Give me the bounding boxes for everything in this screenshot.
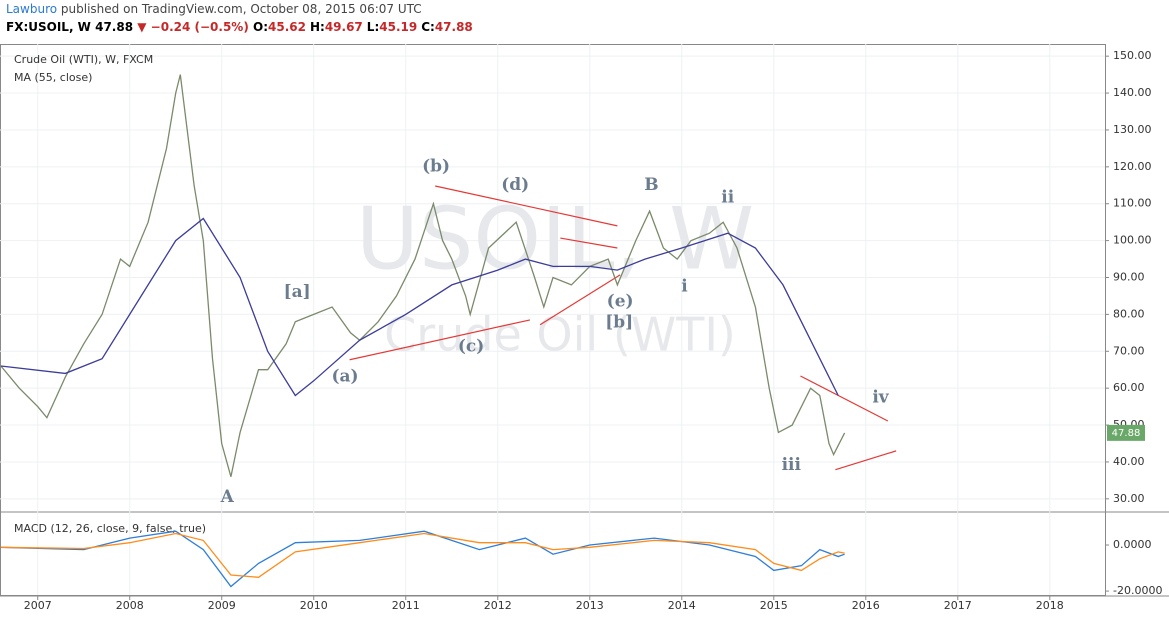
x-tick-label: 2013 (576, 599, 604, 612)
published: published on TradingView.com, October 08… (60, 2, 422, 16)
wave-label: (c) (458, 336, 484, 356)
panel-title: MACD (12, 26, close, 9, false, true) (14, 522, 206, 535)
x-tick-label: 2016 (852, 599, 880, 612)
wave-label: i (681, 277, 688, 297)
wave-label: (b) (422, 156, 450, 176)
last-price-label: 47.88 (1112, 428, 1141, 439)
y-tick-label: 60.00 (1113, 381, 1145, 394)
x-tick-label: 2009 (208, 599, 236, 612)
watermark: USOIL, W (356, 189, 754, 289)
x-tick-label: 2008 (116, 599, 144, 612)
wave-label: [a] (284, 282, 311, 302)
y-tick-label: 110.00 (1113, 197, 1152, 210)
ohlc: O:45.62 H:49.67 L:45.19 C:47.88 (253, 20, 477, 34)
y-tick-label: -20.0000 (1113, 584, 1162, 597)
ohlc-value: 45.62 (268, 20, 306, 34)
y-tick-label: 30.00 (1113, 492, 1145, 505)
trendline (349, 319, 531, 361)
trendline (560, 237, 618, 249)
quote-line: FX:USOIL, W 47.88 ▼ −0.24 (−0.5%) O:45.6… (6, 20, 477, 34)
trendline (800, 375, 889, 422)
trendline (539, 274, 621, 326)
x-tick-label: 2014 (668, 599, 696, 612)
wave-label: (e) (607, 291, 634, 311)
wave-label: [b] (605, 312, 633, 332)
ohlc-value: 49.67 (324, 20, 363, 34)
wave-label: (d) (501, 175, 529, 195)
series-line (0, 530, 845, 588)
x-tick-label: 2017 (944, 599, 972, 612)
y-tick-label: 0.0000 (1113, 538, 1152, 551)
trendline (435, 185, 618, 227)
trendline (835, 450, 897, 471)
series-line (0, 217, 839, 397)
y-tick-label: 70.00 (1113, 344, 1145, 357)
y-tick-label: 130.00 (1113, 123, 1152, 136)
series-line (0, 532, 845, 578)
ohlc-label: L: (366, 20, 380, 34)
y-tick-label: 140.00 (1113, 86, 1152, 99)
legend-entry: MA (55, close) (14, 71, 92, 84)
x-tick-label: 2012 (484, 599, 512, 612)
wave-label: B (644, 175, 658, 195)
header-line: Lawburo published on TradingView.com, Oc… (6, 2, 422, 16)
wave-label: iii (782, 455, 802, 475)
author[interactable]: Lawburo (6, 2, 58, 16)
last: 47.88 (95, 20, 134, 34)
y-tick-label: 80.00 (1113, 307, 1145, 320)
x-tick-label: 2018 (1036, 599, 1064, 612)
x-tick-label: 2007 (24, 599, 52, 612)
x-tick-label: 2015 (760, 599, 788, 612)
wave-label: (a) (331, 367, 358, 387)
watermark-sub: Crude Oil (WTI) (384, 308, 736, 362)
ohlc-label: C: (421, 20, 435, 34)
ohlc-label: H: (309, 20, 325, 34)
y-tick-label: 100.00 (1113, 234, 1152, 247)
panel-title: Crude Oil (WTI), W, FXCM (14, 53, 153, 66)
ohlc-value: 47.88 (434, 20, 473, 34)
last-price-box (1107, 424, 1145, 441)
wave-label: ii (721, 187, 734, 207)
series-line (0, 74, 846, 477)
y-tick-label: 90.00 (1113, 271, 1145, 284)
wave-label: A (220, 487, 235, 507)
change: ▼ −0.24 (−0.5%) (137, 20, 249, 34)
x-tick-label: 2011 (392, 599, 420, 612)
x-tick-label: 2010 (300, 599, 328, 612)
y-tick-label: 40.00 (1113, 455, 1145, 468)
wave-label: iv (872, 387, 889, 407)
ohlc-value: 45.19 (379, 20, 418, 34)
symbol: FX:USOIL, W (6, 20, 91, 34)
ohlc-label: O: (253, 20, 269, 34)
y-tick-label: 120.00 (1113, 160, 1152, 173)
y-tick-label: 150.00 (1113, 49, 1152, 62)
